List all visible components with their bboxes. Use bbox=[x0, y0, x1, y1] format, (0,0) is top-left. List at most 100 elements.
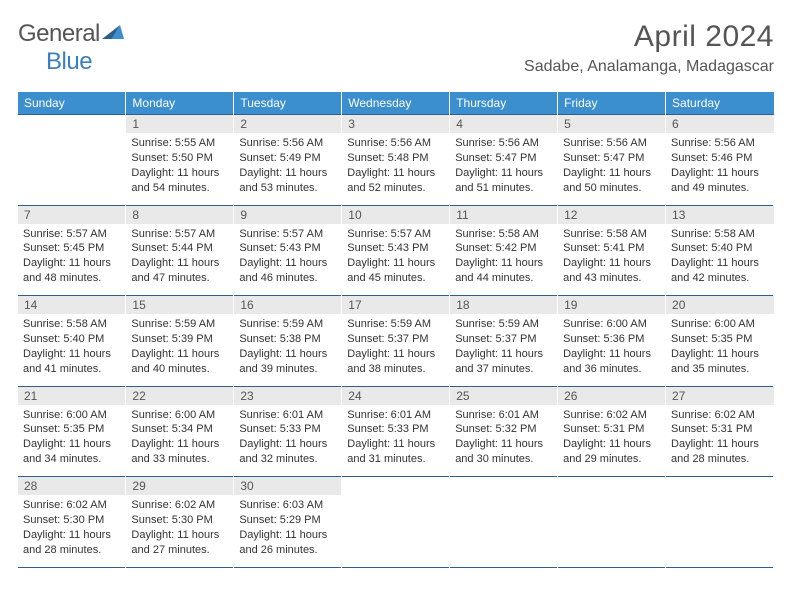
daylight-text: and 27 minutes. bbox=[131, 543, 228, 558]
daylight-text: Daylight: 11 hours bbox=[563, 347, 660, 362]
sunset-text: Sunset: 5:43 PM bbox=[239, 241, 336, 256]
day-header-fri: Friday bbox=[558, 92, 666, 115]
day-cell: Sunrise: 5:57 AMSunset: 5:43 PMDaylight:… bbox=[342, 224, 450, 296]
daylight-text: and 34 minutes. bbox=[23, 452, 120, 467]
sunrise-text: Sunrise: 6:01 AM bbox=[347, 408, 444, 423]
sunrise-text: Sunrise: 5:58 AM bbox=[455, 227, 552, 242]
location-label: Sadabe, Analamanga, Madagascar bbox=[524, 58, 774, 76]
daylight-text: and 54 minutes. bbox=[131, 181, 228, 196]
sunrise-text: Sunrise: 5:59 AM bbox=[455, 317, 552, 332]
sunrise-text: Sunrise: 6:00 AM bbox=[131, 408, 228, 423]
day-cell: Sunrise: 5:57 AMSunset: 5:45 PMDaylight:… bbox=[18, 224, 126, 296]
day-number: 19 bbox=[558, 296, 666, 315]
daylight-text: Daylight: 11 hours bbox=[455, 437, 552, 452]
day-cell: Sunrise: 5:58 AMSunset: 5:42 PMDaylight:… bbox=[450, 224, 558, 296]
day-cell: Sunrise: 6:02 AMSunset: 5:31 PMDaylight:… bbox=[666, 405, 774, 477]
sunset-text: Sunset: 5:29 PM bbox=[239, 513, 336, 528]
week-daynum-row: 282930 bbox=[18, 477, 774, 496]
day-cell bbox=[342, 495, 450, 567]
daylight-text: and 33 minutes. bbox=[131, 452, 228, 467]
daylight-text: Daylight: 11 hours bbox=[239, 437, 336, 452]
day-header-mon: Monday bbox=[126, 92, 234, 115]
logo-word-general: General bbox=[18, 20, 100, 47]
day-number bbox=[18, 115, 126, 134]
day-number: 25 bbox=[450, 386, 558, 405]
daylight-text: and 35 minutes. bbox=[671, 362, 768, 377]
day-number: 17 bbox=[342, 296, 450, 315]
day-number: 14 bbox=[18, 296, 126, 315]
daylight-text: Daylight: 11 hours bbox=[671, 347, 768, 362]
sunset-text: Sunset: 5:31 PM bbox=[671, 422, 768, 437]
daylight-text: Daylight: 11 hours bbox=[671, 166, 768, 181]
daylight-text: Daylight: 11 hours bbox=[131, 166, 228, 181]
logo-word-blue: Blue bbox=[18, 48, 92, 75]
week-content-row: Sunrise: 5:57 AMSunset: 5:45 PMDaylight:… bbox=[18, 224, 774, 296]
daylight-text: and 48 minutes. bbox=[23, 271, 120, 286]
sunset-text: Sunset: 5:40 PM bbox=[23, 332, 120, 347]
sunrise-text: Sunrise: 6:02 AM bbox=[563, 408, 660, 423]
day-cell: Sunrise: 5:59 AMSunset: 5:37 PMDaylight:… bbox=[450, 314, 558, 386]
day-header-thu: Thursday bbox=[450, 92, 558, 115]
sunrise-text: Sunrise: 5:56 AM bbox=[239, 136, 336, 151]
day-number: 18 bbox=[450, 296, 558, 315]
daylight-text: Daylight: 11 hours bbox=[23, 256, 120, 271]
daylight-text: Daylight: 11 hours bbox=[347, 166, 444, 181]
sunrise-text: Sunrise: 5:55 AM bbox=[131, 136, 228, 151]
day-number: 10 bbox=[342, 205, 450, 224]
daylight-text: and 45 minutes. bbox=[347, 271, 444, 286]
page-title: April 2024 bbox=[524, 20, 774, 54]
day-cell: Sunrise: 5:58 AMSunset: 5:41 PMDaylight:… bbox=[558, 224, 666, 296]
week-daynum-row: 78910111213 bbox=[18, 205, 774, 224]
sunrise-text: Sunrise: 5:58 AM bbox=[671, 227, 768, 242]
day-cell: Sunrise: 5:57 AMSunset: 5:43 PMDaylight:… bbox=[234, 224, 342, 296]
daylight-text: and 28 minutes. bbox=[671, 452, 768, 467]
daylight-text: Daylight: 11 hours bbox=[455, 166, 552, 181]
daylight-text: Daylight: 11 hours bbox=[239, 347, 336, 362]
calendar-header-row: Sunday Monday Tuesday Wednesday Thursday… bbox=[18, 92, 774, 115]
sunset-text: Sunset: 5:31 PM bbox=[563, 422, 660, 437]
daylight-text: Daylight: 11 hours bbox=[455, 256, 552, 271]
sunrise-text: Sunrise: 6:03 AM bbox=[239, 498, 336, 513]
sunset-text: Sunset: 5:46 PM bbox=[671, 151, 768, 166]
sunrise-text: Sunrise: 5:57 AM bbox=[131, 227, 228, 242]
daylight-text: Daylight: 11 hours bbox=[347, 256, 444, 271]
daylight-text: Daylight: 11 hours bbox=[671, 437, 768, 452]
day-cell: Sunrise: 5:56 AMSunset: 5:47 PMDaylight:… bbox=[450, 133, 558, 205]
daylight-text: Daylight: 11 hours bbox=[23, 437, 120, 452]
day-cell: Sunrise: 6:00 AMSunset: 5:36 PMDaylight:… bbox=[558, 314, 666, 386]
sunset-text: Sunset: 5:48 PM bbox=[347, 151, 444, 166]
daylight-text: and 28 minutes. bbox=[23, 543, 120, 558]
daylight-text: Daylight: 11 hours bbox=[455, 347, 552, 362]
daylight-text: and 47 minutes. bbox=[131, 271, 228, 286]
sunset-text: Sunset: 5:40 PM bbox=[671, 241, 768, 256]
daylight-text: Daylight: 11 hours bbox=[563, 166, 660, 181]
sunset-text: Sunset: 5:43 PM bbox=[347, 241, 444, 256]
sunrise-text: Sunrise: 5:58 AM bbox=[563, 227, 660, 242]
daylight-text: and 43 minutes. bbox=[563, 271, 660, 286]
day-cell: Sunrise: 6:01 AMSunset: 5:32 PMDaylight:… bbox=[450, 405, 558, 477]
day-cell: Sunrise: 5:58 AMSunset: 5:40 PMDaylight:… bbox=[666, 224, 774, 296]
daylight-text: Daylight: 11 hours bbox=[23, 528, 120, 543]
header: General Blue April 2024 Sadabe, Analaman… bbox=[18, 20, 774, 76]
daylight-text: Daylight: 11 hours bbox=[239, 528, 336, 543]
sunrise-text: Sunrise: 6:02 AM bbox=[671, 408, 768, 423]
sunrise-text: Sunrise: 5:59 AM bbox=[347, 317, 444, 332]
day-cell: Sunrise: 5:55 AMSunset: 5:50 PMDaylight:… bbox=[126, 133, 234, 205]
sunrise-text: Sunrise: 5:56 AM bbox=[347, 136, 444, 151]
day-cell: Sunrise: 5:58 AMSunset: 5:40 PMDaylight:… bbox=[18, 314, 126, 386]
daylight-text: and 36 minutes. bbox=[563, 362, 660, 377]
logo: General Blue bbox=[18, 20, 124, 76]
day-cell: Sunrise: 5:59 AMSunset: 5:38 PMDaylight:… bbox=[234, 314, 342, 386]
day-number: 29 bbox=[126, 477, 234, 496]
day-number: 24 bbox=[342, 386, 450, 405]
sunset-text: Sunset: 5:47 PM bbox=[563, 151, 660, 166]
day-cell: Sunrise: 6:03 AMSunset: 5:29 PMDaylight:… bbox=[234, 495, 342, 567]
sunset-text: Sunset: 5:37 PM bbox=[455, 332, 552, 347]
week-daynum-row: 123456 bbox=[18, 115, 774, 134]
sunset-text: Sunset: 5:45 PM bbox=[23, 241, 120, 256]
sunset-text: Sunset: 5:44 PM bbox=[131, 241, 228, 256]
week-daynum-row: 21222324252627 bbox=[18, 386, 774, 405]
day-number: 20 bbox=[666, 296, 774, 315]
day-number bbox=[666, 477, 774, 496]
sunset-text: Sunset: 5:47 PM bbox=[455, 151, 552, 166]
